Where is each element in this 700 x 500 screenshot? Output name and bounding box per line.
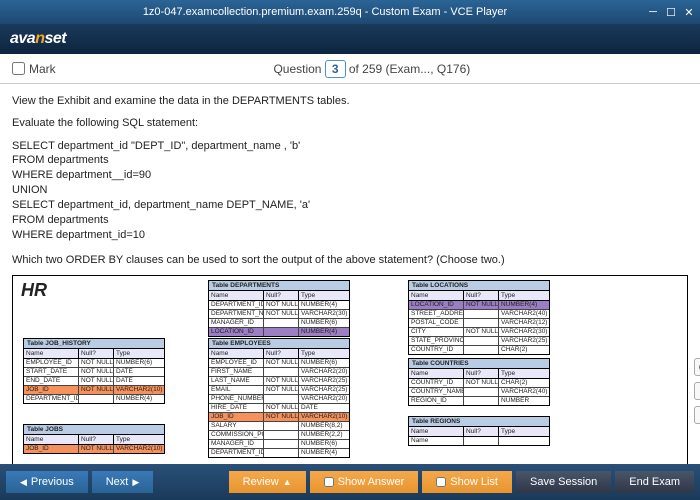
show-list-checkbox[interactable] [436, 477, 446, 487]
zoom-reset-icon[interactable]: ⊙ [694, 358, 700, 376]
maximize-icon[interactable]: ☐ [664, 5, 678, 19]
question-of: of 259 (Exam..., Q176) [349, 62, 470, 76]
close-icon[interactable]: ✕ [682, 5, 696, 19]
schema-diagram: HR Table DEPARTMENTSNameNull?TypeDEPARTM… [12, 275, 688, 464]
review-button[interactable]: Review ▲ [229, 471, 306, 493]
table-employees: Table EMPLOYEESNameNull?TypeEMPLOYEE_IDN… [208, 338, 350, 458]
review-label: Review [243, 476, 279, 488]
question-counter: Question 3 of 259 (Exam..., Q176) [56, 62, 688, 76]
titlebar: 1z0-047.examcollection.premium.exam.259q… [0, 0, 700, 24]
question-number: 3 [325, 60, 346, 78]
logo-bar: avanset [0, 24, 700, 54]
question-line2: Evaluate the following SQL statement: [12, 116, 688, 130]
logo-post: set [44, 30, 66, 47]
show-list-button[interactable]: Show List [422, 471, 512, 493]
sql-block: SELECT department_id "DEPT_ID", departme… [12, 139, 688, 243]
mark-label: Mark [29, 62, 56, 76]
table-departments: Table DEPARTMENTSNameNull?TypeDEPARTMENT… [208, 280, 350, 337]
footer-toolbar: ◀ Previous Next▶ Review ▲ Show Answer Show… [0, 464, 700, 500]
mark-checkbox[interactable] [12, 62, 25, 75]
show-list-label: Show List [450, 476, 498, 488]
end-exam-button[interactable]: End Exam [615, 471, 694, 493]
titlebar-text: 1z0-047.examcollection.premium.exam.259q… [4, 6, 646, 18]
save-session-button[interactable]: Save Session [516, 471, 611, 493]
zoom-out-icon[interactable]: − [694, 406, 700, 424]
minimize-icon[interactable]: ─ [646, 5, 660, 19]
show-answer-label: Show Answer [338, 476, 405, 488]
table-jobhistory: Table JOB_HISTORYNameNull?TypeEMPLOYEE_I… [23, 338, 165, 404]
question-header: Mark Question 3 of 259 (Exam..., Q176) [0, 54, 700, 84]
next-label: Next [106, 476, 129, 488]
show-answer-checkbox[interactable] [324, 477, 334, 487]
question-line3: Which two ORDER BY clauses can be used t… [12, 253, 688, 267]
sql-line: WHERE department__id=90 [12, 168, 688, 183]
table-jobs: Table JOBSNameNull?TypeJOB_IDNOT NULLVAR… [23, 424, 165, 454]
table-regions: Table REGIONSNameNull?TypeName [408, 416, 550, 446]
sql-line: UNION [12, 183, 688, 198]
previous-label: Previous [31, 476, 74, 488]
question-word: Question [273, 62, 321, 76]
sql-line: SELECT department_id, department_name DE… [12, 198, 688, 213]
sql-line: FROM departments [12, 213, 688, 228]
sql-line: FROM departments [12, 153, 688, 168]
zoom-in-icon[interactable]: + [694, 382, 700, 400]
window-controls: ─ ☐ ✕ [646, 5, 696, 19]
next-button[interactable]: Next▶ [92, 471, 154, 493]
logo-pre: ava [10, 30, 35, 47]
zoom-controls: ⊙ + − [694, 358, 700, 424]
content-area: View the Exhibit and examine the data in… [0, 84, 700, 464]
right-arrow-icon: ▶ [132, 477, 139, 488]
sql-line: SELECT department_id "DEPT_ID", departme… [12, 139, 688, 154]
table-locations: Table LOCATIONSNameNull?TypeLOCATION_IDN… [408, 280, 550, 355]
up-arrow-icon: ▲ [283, 477, 292, 487]
hr-label: HR [21, 280, 47, 301]
sql-line: WHERE department_id=10 [12, 228, 688, 243]
table-countries: Table COUNTRIESNameNull?TypeCOUNTRY_IDNO… [408, 358, 550, 406]
logo: avanset [10, 30, 66, 48]
left-arrow-icon: ◀ [20, 477, 27, 488]
question-line1: View the Exhibit and examine the data in… [12, 94, 688, 108]
previous-button[interactable]: ◀ Previous [6, 471, 88, 493]
show-answer-button[interactable]: Show Answer [310, 471, 419, 493]
